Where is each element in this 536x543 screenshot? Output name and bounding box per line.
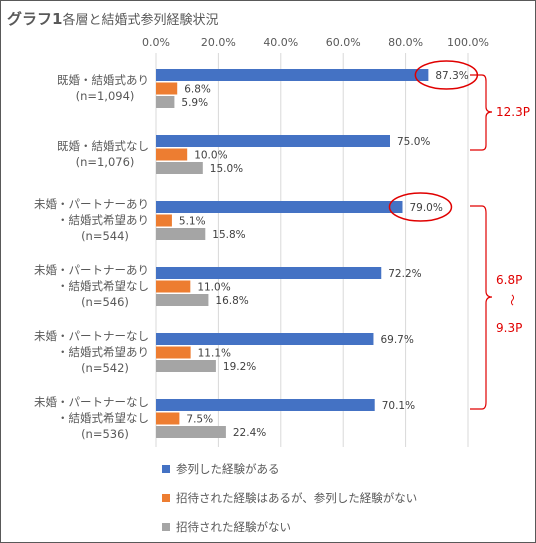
- category-label: 既婚・結婚式あり: [57, 73, 149, 87]
- data-label: 5.1%: [179, 216, 206, 228]
- legend-swatch: [162, 523, 170, 531]
- category-label: (n=542): [81, 361, 129, 375]
- data-label: 19.2%: [223, 361, 256, 373]
- data-label: 79.0%: [409, 202, 442, 214]
- category-label: (n=1,076): [76, 155, 135, 169]
- data-label: 11.1%: [198, 348, 231, 360]
- category-label: 未婚・パートナーなし: [34, 329, 149, 343]
- bar-1: [156, 201, 403, 213]
- bar-1: [156, 333, 374, 345]
- bar-2: [156, 346, 191, 359]
- bar-3: [156, 360, 216, 372]
- data-label: 70.1%: [382, 400, 415, 412]
- data-label: 15.0%: [210, 163, 243, 175]
- x-tick-label: 60.0%: [326, 36, 361, 49]
- category-label: (n=1,094): [76, 89, 135, 103]
- category-label: (n=546): [81, 295, 129, 309]
- data-label: 6.8%: [184, 84, 211, 96]
- data-label: 22.4%: [233, 427, 266, 439]
- bar-2: [156, 280, 191, 293]
- category-label: 既婚・結婚式なし: [57, 139, 149, 153]
- chart-title: グラフ1各層と結婚式参列経験状況: [7, 8, 218, 29]
- legend-label: 参列した経験がある: [176, 462, 280, 476]
- bracket-label: 6.8P: [496, 273, 522, 287]
- bar-1: [156, 399, 375, 411]
- bar-3: [156, 294, 209, 306]
- category-label: ・結婚式希望なし: [57, 279, 149, 293]
- bar-1: [156, 267, 382, 279]
- x-tick-label: 0.0%: [142, 36, 170, 49]
- legend-swatch: [162, 494, 170, 502]
- data-label: 87.3%: [435, 70, 468, 82]
- data-label: 15.8%: [212, 229, 245, 241]
- legend-label: 招待された経験がない: [176, 520, 291, 534]
- category-label: (n=536): [81, 427, 129, 441]
- bracket-label: 9.3P: [496, 321, 522, 335]
- x-tick-label: 20.0%: [201, 36, 236, 49]
- bar-2: [156, 148, 188, 161]
- category-label: 未婚・パートナーなし: [34, 395, 149, 409]
- bar-1: [156, 69, 429, 81]
- category-label: 未婚・パートナーあり: [34, 263, 149, 277]
- bracket-tilde: 〜: [505, 294, 519, 306]
- category-label: 未婚・パートナーあり: [34, 197, 149, 211]
- category-label: ・結婚式希望あり: [57, 213, 149, 227]
- bar-3: [156, 426, 226, 438]
- data-label: 69.7%: [380, 334, 413, 346]
- data-label: 5.9%: [181, 97, 208, 109]
- data-label: 75.0%: [397, 136, 430, 148]
- category-label: ・結婚式希望なし: [57, 411, 149, 425]
- bar-3: [156, 228, 206, 240]
- data-label: 10.0%: [194, 150, 227, 162]
- x-tick-label: 40.0%: [263, 36, 298, 49]
- bar-2: [156, 214, 172, 227]
- chart-title-rest: 各層と結婚式参列経験状況: [62, 13, 219, 28]
- bracket-top: [470, 74, 493, 151]
- legend-label: 招待された経験はあるが、参列した経験がない: [176, 491, 417, 505]
- chart-title-strong: グラフ1: [7, 10, 63, 28]
- highlight-ellipse: [388, 192, 453, 222]
- data-label: 11.0%: [197, 282, 230, 294]
- bar-3: [156, 96, 175, 108]
- data-label: 7.5%: [186, 414, 213, 426]
- data-label: 72.2%: [388, 268, 421, 280]
- bracket-label: 12.3P: [496, 105, 530, 119]
- bar-2: [156, 412, 180, 425]
- bar-2: [156, 82, 178, 95]
- x-tick-label: 100.0%: [447, 36, 489, 49]
- x-tick-label: 80.0%: [388, 36, 423, 49]
- category-label: ・結婚式希望あり: [57, 345, 149, 359]
- legend-swatch: [162, 465, 170, 473]
- bar-3: [156, 162, 203, 174]
- category-label: (n=544): [81, 229, 129, 243]
- bar-1: [156, 135, 390, 147]
- bracket-bottom: [470, 205, 493, 410]
- data-label: 16.8%: [215, 295, 248, 307]
